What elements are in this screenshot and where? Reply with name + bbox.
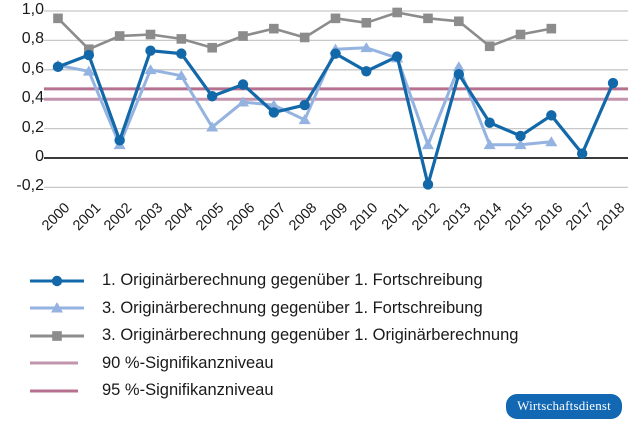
y-axis-tick-label: 0,4 [21,89,44,107]
data-point-marker [391,51,403,62]
legend-item-label: 3. Originärberechnung gegenüber 1. Forts… [102,298,483,317]
series-2 [51,42,558,150]
data-point-marker [83,49,95,61]
data-point-marker [237,79,249,90]
data-point-marker [84,44,94,55]
series-line [56,49,615,187]
data-point-marker [454,16,464,27]
legend-key-icon [30,361,78,365]
series-3 [53,7,557,55]
data-point-marker [515,29,526,40]
legend-key-icon [30,302,84,313]
data-point-marker [607,77,619,89]
legend-item-label: 95 %-Signifikanzniveau [102,381,274,400]
data-point-marker [175,70,188,81]
legend-item-label: 3. Originärberechnung gegenüber 1. Origi… [102,326,519,345]
legend-marker-swatch [26,298,88,318]
data-point-marker [361,66,372,77]
data-point-marker [206,121,219,132]
data-point-marker [546,23,557,34]
line-chart-plot [44,7,628,190]
data-point-marker [114,31,125,41]
legend-item-label: 1. Originärberechnung gegenüber 1. Forts… [102,271,483,290]
data-point-marker [452,61,465,72]
data-point-marker [546,110,557,121]
data-point-marker [269,23,279,34]
data-point-marker [515,130,526,142]
data-point-marker [176,48,187,59]
data-point-marker [268,107,280,118]
data-point-marker [52,61,64,73]
legend-line-swatch [26,381,88,401]
legend-item-label: 90 %-Signifikanzniveau [102,353,274,372]
y-axis-tick-label: 0,2 [21,118,44,136]
data-point-marker [176,34,187,44]
legend-item[interactable]: 3. Originärberechnung gegenüber 1. Origi… [26,322,626,350]
data-point-marker [145,29,156,40]
data-point-marker [421,139,435,150]
data-point-marker [484,41,495,52]
series-line [56,46,553,147]
data-point-marker [238,31,248,41]
data-point-marker [576,148,588,159]
data-point-marker [330,48,341,59]
data-point-marker [145,45,156,56]
data-point-marker [206,91,218,102]
data-point-marker [360,42,373,53]
data-point-marker [298,114,311,125]
wirtschaftsdienst-badge[interactable]: Wirtschaftsdienst [506,394,622,419]
legend-key-icon [30,330,84,341]
y-axis-tick-label: 0,8 [21,30,44,48]
data-point-marker [299,32,310,43]
data-point-marker [361,17,372,28]
data-point-marker [484,117,495,128]
legend-key-icon [30,275,84,286]
legend-item[interactable]: 90 %-Signifikanzniveau [26,350,626,378]
data-point-marker [422,179,434,190]
legend-item[interactable]: 1. Originärberechnung gegenüber 1. Forts… [26,267,626,295]
data-point-marker [453,69,465,80]
data-point-marker [144,64,157,75]
chart-legend: 1. Originärberechnung gegenüber 1. Forts… [26,267,626,405]
data-point-marker [514,139,527,150]
data-point-marker [545,136,558,147]
data-point-marker [299,99,310,111]
legend-marker-swatch [26,271,88,291]
series-line [56,11,553,51]
data-point-marker [53,13,63,24]
y-axis-tick-label: -0,2 [16,177,44,195]
legend-item[interactable]: 95 %-Signifikanzniveau [26,377,626,405]
data-point-marker [207,42,217,53]
legend-item[interactable]: 3. Originärberechnung gegenüber 1. Forts… [26,295,626,323]
y-axis-tick-label: 1,0 [21,1,44,18]
legend-key-icon [30,389,78,393]
y-axis-tick-label: 0,6 [21,59,44,77]
y-axis-tick-label: 0 [35,148,44,165]
legend-line-swatch [26,353,88,373]
data-point-marker [267,99,280,110]
data-point-marker [82,65,95,76]
data-point-marker [330,13,341,24]
data-point-marker [423,13,433,24]
data-point-marker [483,139,496,150]
data-point-marker [236,96,250,107]
data-point-marker [114,135,125,146]
series-1 [52,45,619,190]
data-point-marker [392,7,402,18]
legend-marker-swatch [26,326,88,346]
